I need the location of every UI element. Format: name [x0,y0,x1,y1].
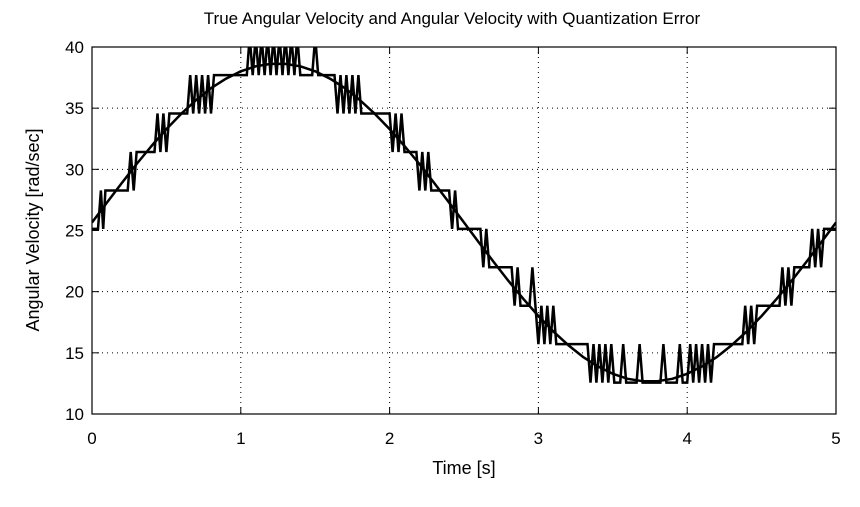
y-tick-label: 30 [65,160,84,179]
y-tick-label: 20 [65,283,84,302]
y-tick-label: 25 [65,222,84,241]
x-axis-label: Time [s] [432,458,495,478]
y-axis-label: Angular Velocity [rad/sec] [23,128,43,331]
data-lines [92,47,836,384]
y-tick-label: 35 [65,99,84,118]
x-tick-label: 1 [236,429,245,448]
quantized-velocity-line [92,47,836,384]
y-tick-label: 15 [65,344,84,363]
y-tick-label: 10 [65,405,84,424]
y-tick-label: 40 [65,38,84,57]
x-tick-label: 4 [682,429,691,448]
x-tick-label: 5 [831,429,840,448]
x-tick-label: 3 [534,429,543,448]
plot-frame [91,46,837,415]
grid [92,47,836,414]
axis-ticks: 0 1 2 3 4 5 10 15 20 25 30 35 40 [65,38,841,448]
x-tick-label: 0 [87,429,96,448]
chart-title: True Angular Velocity and Angular Veloci… [204,9,701,28]
x-tick-label: 2 [385,429,394,448]
true-velocity-line [92,62,836,383]
